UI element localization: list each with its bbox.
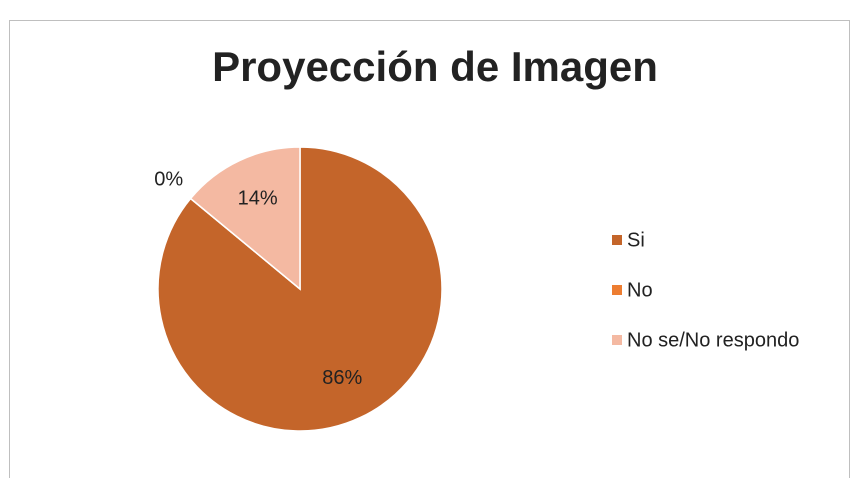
pie-slice: [189, 146, 301, 291]
chart-title: Proyección de Imagen: [212, 43, 658, 90]
legend-label: No: [627, 279, 653, 301]
legend-swatch: [612, 335, 622, 345]
data-label: 86%: [322, 367, 362, 389]
legend-swatch: [612, 235, 622, 245]
legend-label: Si: [627, 229, 645, 251]
pie-slice: [157, 146, 443, 432]
legend-swatch: [612, 285, 622, 295]
legend-label: No se/No respondo: [627, 329, 799, 351]
data-label: 14%: [238, 187, 278, 209]
data-label: 0%: [154, 169, 183, 191]
